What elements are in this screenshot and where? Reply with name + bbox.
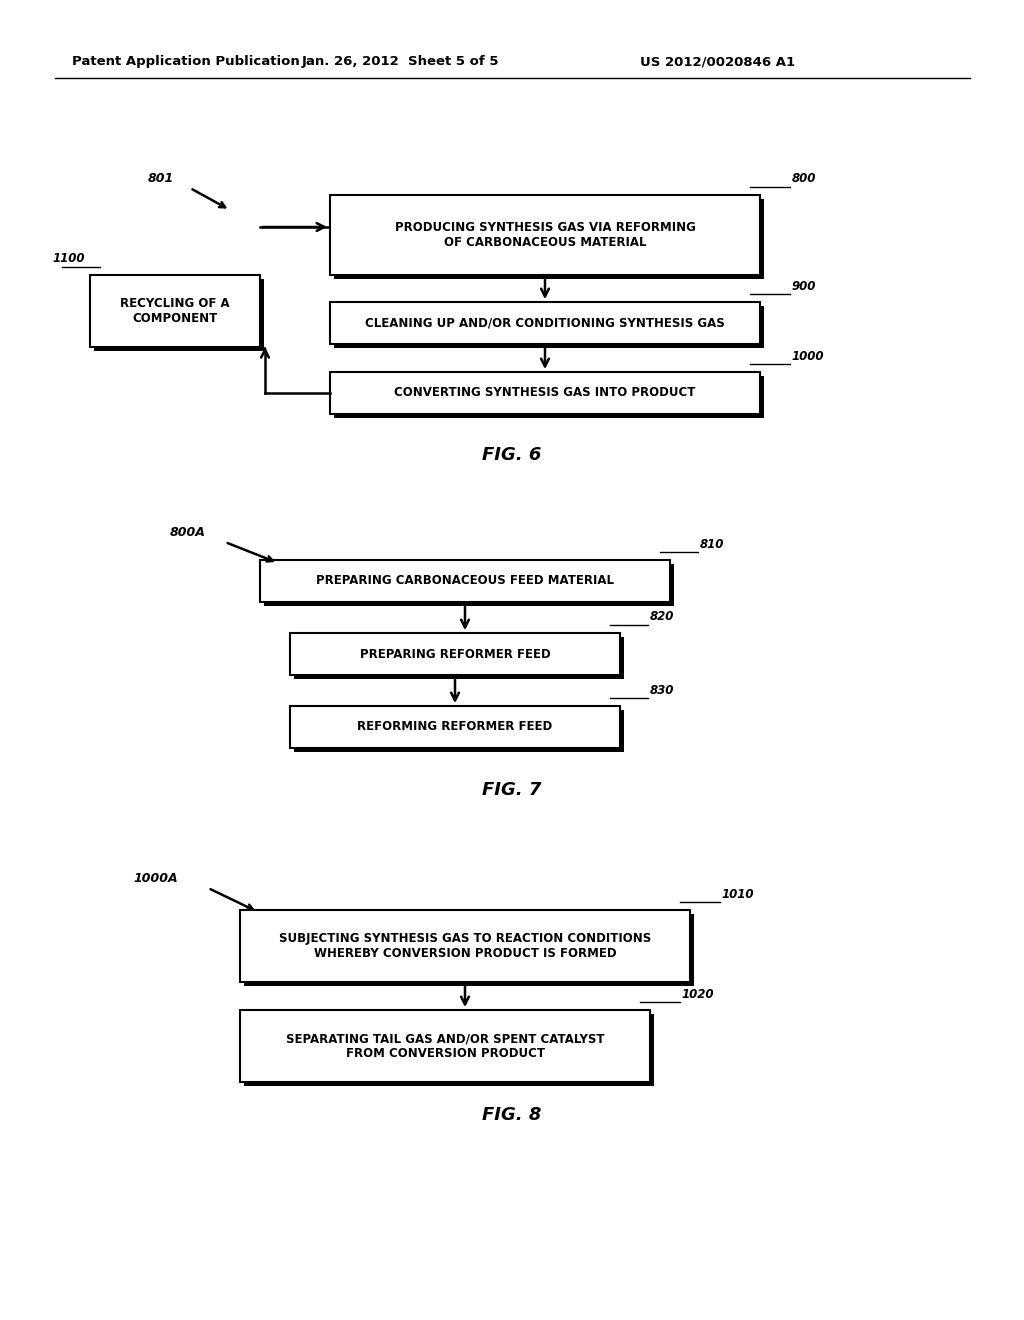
Polygon shape: [240, 909, 690, 982]
Text: 1010: 1010: [722, 887, 755, 900]
Polygon shape: [334, 199, 764, 279]
Text: REFORMING REFORMER FEED: REFORMING REFORMER FEED: [357, 721, 553, 734]
Text: 1000: 1000: [792, 350, 824, 363]
Text: US 2012/0020846 A1: US 2012/0020846 A1: [640, 55, 795, 69]
Text: 801: 801: [148, 172, 174, 185]
Polygon shape: [330, 195, 760, 275]
Polygon shape: [90, 275, 260, 347]
Polygon shape: [244, 913, 694, 986]
Polygon shape: [260, 560, 670, 602]
Text: FIG. 7: FIG. 7: [482, 781, 542, 799]
Text: 800: 800: [792, 173, 816, 186]
Text: 1000A: 1000A: [133, 871, 177, 884]
Text: 1100: 1100: [52, 252, 85, 265]
Polygon shape: [294, 710, 624, 752]
Text: CLEANING UP AND/OR CONDITIONING SYNTHESIS GAS: CLEANING UP AND/OR CONDITIONING SYNTHESI…: [366, 317, 725, 330]
Text: 800A: 800A: [170, 527, 206, 540]
Polygon shape: [334, 306, 764, 348]
Text: FIG. 8: FIG. 8: [482, 1106, 542, 1125]
Polygon shape: [240, 1010, 650, 1082]
Text: 820: 820: [650, 610, 675, 623]
Polygon shape: [290, 706, 620, 748]
Polygon shape: [334, 376, 764, 418]
Text: PRODUCING SYNTHESIS GAS VIA REFORMING
OF CARBONACEOUS MATERIAL: PRODUCING SYNTHESIS GAS VIA REFORMING OF…: [394, 220, 695, 249]
Polygon shape: [244, 1014, 654, 1086]
Text: Jan. 26, 2012  Sheet 5 of 5: Jan. 26, 2012 Sheet 5 of 5: [301, 55, 499, 69]
Polygon shape: [330, 302, 760, 345]
Text: Patent Application Publication: Patent Application Publication: [72, 55, 300, 69]
Text: 900: 900: [792, 280, 816, 293]
Polygon shape: [330, 372, 760, 414]
Text: 810: 810: [700, 537, 724, 550]
Text: PREPARING CARBONACEOUS FEED MATERIAL: PREPARING CARBONACEOUS FEED MATERIAL: [316, 574, 614, 587]
Text: 1020: 1020: [682, 987, 715, 1001]
Polygon shape: [294, 638, 624, 678]
Text: CONVERTING SYNTHESIS GAS INTO PRODUCT: CONVERTING SYNTHESIS GAS INTO PRODUCT: [394, 387, 695, 400]
Polygon shape: [94, 279, 264, 351]
Polygon shape: [264, 564, 674, 606]
Text: FIG. 6: FIG. 6: [482, 446, 542, 465]
Text: RECYCLING OF A
COMPONENT: RECYCLING OF A COMPONENT: [120, 297, 229, 325]
Text: PREPARING REFORMER FEED: PREPARING REFORMER FEED: [359, 648, 550, 660]
Text: SEPARATING TAIL GAS AND/OR SPENT CATALYST
FROM CONVERSION PRODUCT: SEPARATING TAIL GAS AND/OR SPENT CATALYS…: [286, 1032, 604, 1060]
Polygon shape: [290, 634, 620, 675]
Text: SUBJECTING SYNTHESIS GAS TO REACTION CONDITIONS
WHEREBY CONVERSION PRODUCT IS FO: SUBJECTING SYNTHESIS GAS TO REACTION CON…: [279, 932, 651, 960]
Text: 830: 830: [650, 684, 675, 697]
